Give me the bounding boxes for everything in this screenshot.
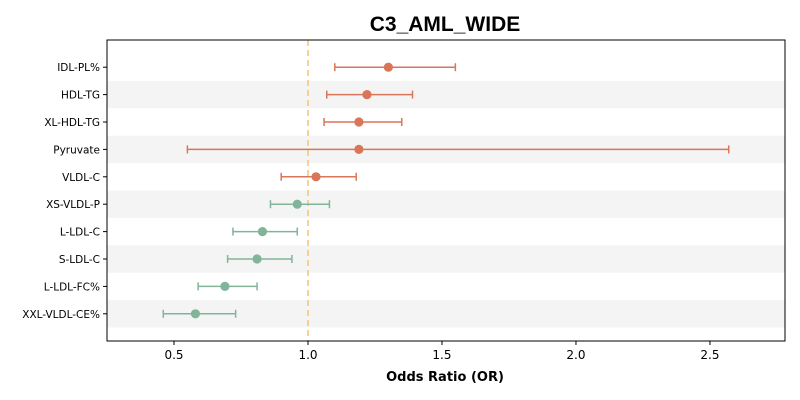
or-point (311, 172, 321, 182)
y-tick-label: L-LDL-C (60, 227, 100, 239)
y-tick-label: HDL-TG (61, 90, 100, 102)
x-tick-label: 1.0 (298, 348, 317, 362)
row-bands (107, 80, 785, 328)
or-point (257, 227, 268, 237)
row-band (107, 190, 785, 218)
y-tick-label: XL-HDL-TG (44, 117, 100, 129)
y-axis: IDL-PL% HDL-TG XL-HDL-TG Pyruvate VLDL-C XS-V… (22, 62, 107, 321)
y-tick-label: XXL-VLDL-CE% (22, 309, 100, 321)
odds-ratio-points (190, 62, 393, 319)
y-tick-label: XS-VLDL-P (46, 199, 100, 211)
x-tick-label: 0.5 (164, 348, 183, 362)
plot-frame (106, 39, 786, 342)
y-tick-label: S-LDL-C (59, 254, 100, 266)
or-point (220, 281, 230, 291)
or-point (292, 199, 302, 209)
y-tick-label: L-LDL-FC% (44, 281, 100, 293)
y-tick-label: Pyruvate (53, 144, 100, 156)
row-band (107, 80, 785, 109)
y-tick-label: IDL-PL% (57, 62, 100, 74)
or-point (383, 62, 393, 72)
x-tick-label: 2.5 (700, 348, 719, 362)
row-band (107, 245, 785, 273)
ci-bar (334, 63, 457, 72)
or-point (252, 254, 262, 264)
or-point (354, 117, 364, 127)
chart-title: C3_AML_WIDE (370, 13, 521, 36)
ci-bar (186, 145, 730, 154)
or-point (362, 90, 372, 100)
or-point (190, 309, 201, 319)
x-axis: 0.5 1.0 1.5 2.0 2.5 (164, 341, 720, 362)
y-tick-label: VLDL-C (62, 172, 100, 184)
x-axis-label: Odds Ratio (OR) (386, 370, 504, 385)
or-point (354, 144, 364, 154)
x-tick-label: 1.5 (432, 348, 451, 362)
x-tick-label: 2.0 (566, 348, 585, 362)
